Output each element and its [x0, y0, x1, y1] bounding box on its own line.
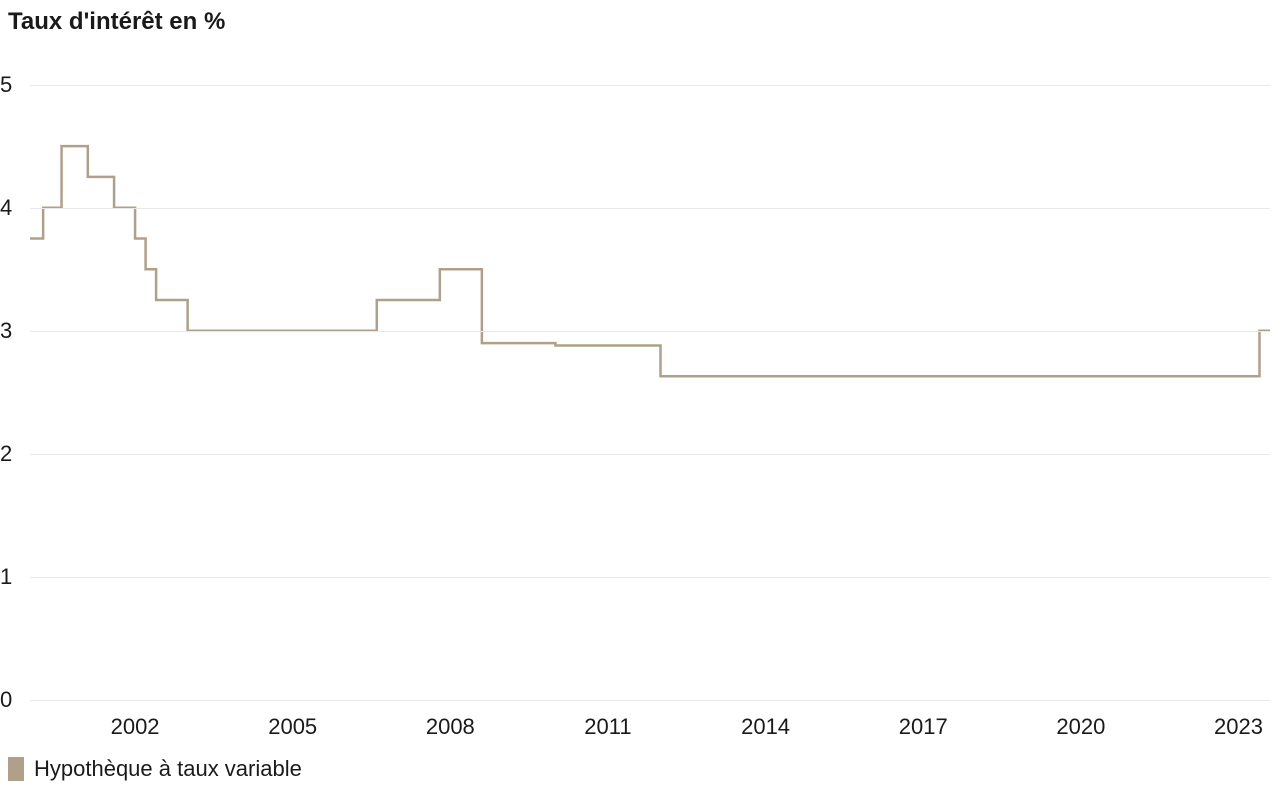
- y-tick-label: 1: [0, 564, 24, 590]
- x-tick-label: 2008: [426, 714, 475, 740]
- x-tick-label: 2017: [899, 714, 948, 740]
- line-series: [30, 60, 1270, 700]
- chart-title: Taux d'intérêt en %: [8, 8, 225, 36]
- y-tick-label: 5: [0, 72, 24, 98]
- x-tick-label: 2020: [1056, 714, 1105, 740]
- gridline: [30, 577, 1270, 578]
- plot-area: 01234520022005200820112014201720202023: [30, 60, 1270, 700]
- x-tick-label: 2002: [111, 714, 160, 740]
- x-tick-label: 2005: [268, 714, 317, 740]
- legend: Hypothèque à taux variable: [8, 756, 302, 782]
- gridline: [30, 208, 1270, 209]
- x-tick-label: 2011: [584, 714, 631, 740]
- gridline: [30, 454, 1270, 455]
- gridline: [30, 700, 1270, 701]
- y-tick-label: 4: [0, 195, 24, 221]
- y-tick-label: 3: [0, 318, 24, 344]
- legend-swatch: [8, 757, 24, 781]
- series-path: [30, 146, 1270, 376]
- gridline: [30, 85, 1270, 86]
- x-tick-label: 2023: [1214, 714, 1263, 740]
- y-tick-label: 2: [0, 441, 24, 467]
- x-tick-label: 2014: [741, 714, 790, 740]
- gridline: [30, 331, 1270, 332]
- interest-rate-chart: Taux d'intérêt en % 01234520022005200820…: [0, 0, 1280, 800]
- legend-label: Hypothèque à taux variable: [34, 756, 302, 782]
- y-tick-label: 0: [0, 687, 24, 713]
